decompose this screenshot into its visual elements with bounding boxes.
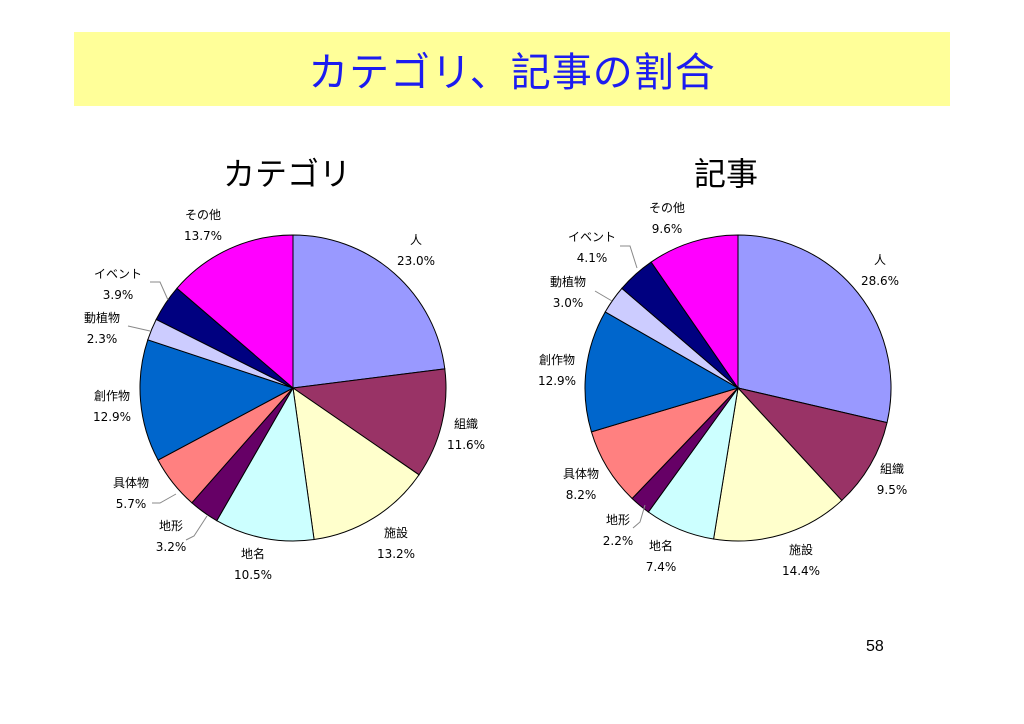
slice-label: 具体物: [563, 467, 599, 481]
page-number: 58: [866, 638, 884, 655]
slice-value-label: 2.2%: [603, 534, 634, 548]
slice-label: 人: [410, 233, 422, 247]
pie-slice: [737, 234, 892, 424]
slice-value-label: 12.9%: [93, 410, 131, 424]
slice-value-label: 13.2%: [377, 547, 415, 561]
pie-slice: [736, 387, 888, 502]
slice-value-label: 7.4%: [646, 560, 677, 574]
slice-value-label: 3.2%: [156, 540, 187, 554]
slide-title: カテゴリ、記事の割合: [308, 50, 716, 96]
pie-slice: [291, 368, 447, 476]
slice-label: 施設: [789, 542, 813, 557]
slice-label: 施設: [384, 525, 408, 540]
slice-value-label: 12.9%: [538, 374, 576, 388]
slide-title-band: カテゴリ、記事の割合: [74, 32, 950, 106]
slice-value-label: 4.1%: [577, 251, 608, 265]
chart-title: 記事: [694, 155, 758, 193]
slice-label: その他: [649, 201, 685, 215]
slice-value-label: 11.6%: [447, 438, 485, 452]
slice-label: 地形: [159, 519, 183, 533]
leader-line: [632, 504, 646, 529]
slice-label: 創作物: [539, 353, 575, 367]
pie-slice: [292, 234, 446, 389]
slice-value-label: 14.4%: [782, 564, 820, 578]
pie-slice: [139, 339, 295, 461]
slice-value-label: 23.0%: [397, 254, 435, 268]
slice-label: その他: [185, 208, 221, 222]
slice-label: 地形: [606, 513, 630, 527]
slice-value-label: 9.5%: [877, 483, 908, 497]
slice-value-label: 3.9%: [103, 288, 134, 302]
slice-label: 動植物: [84, 310, 120, 325]
pie-slice: [216, 386, 315, 542]
slice-value-label: 9.6%: [652, 222, 683, 236]
slice-label: イベント: [94, 267, 142, 281]
pie-chart-2: 記事人 28.6% 組織 9.5% 施設 14.4% 地名 7.4% 地形 2.2% 具体物 8.2%…: [538, 155, 907, 578]
slice-label: イベント: [568, 230, 616, 244]
slice-label: 動植物: [550, 274, 586, 289]
pie-slice: [176, 234, 294, 390]
pie-slice: [292, 386, 420, 541]
slice-value-label: 13.7%: [184, 229, 222, 243]
pie-slice: [712, 386, 843, 542]
chart-title: カテゴリ: [223, 155, 351, 193]
slice-label: 人: [874, 253, 886, 267]
slice-value-label: 5.7%: [116, 497, 147, 511]
pie-slice: [584, 311, 740, 433]
slice-value-label: 3.0%: [553, 296, 584, 310]
leader-line: [127, 325, 151, 332]
leader-line: [185, 515, 208, 541]
slice-label: 組織: [880, 462, 904, 476]
slice-value-label: 10.5%: [234, 568, 272, 582]
leader-line: [150, 281, 169, 301]
slice-label: 地名: [649, 538, 673, 553]
slice-label: 創作物: [94, 389, 130, 403]
pie-slice: [650, 234, 739, 390]
leader-line: [152, 493, 177, 504]
slice-value-label: 8.2%: [566, 488, 597, 502]
slice-value-label: 28.6%: [861, 274, 899, 288]
slice-label: 具体物: [113, 476, 149, 490]
slice-label: 地名: [241, 546, 265, 561]
slice-value-label: 2.3%: [87, 332, 118, 346]
slice-label: 組織: [454, 417, 478, 431]
leader-line: [620, 245, 638, 269]
leader-line: [594, 290, 613, 302]
